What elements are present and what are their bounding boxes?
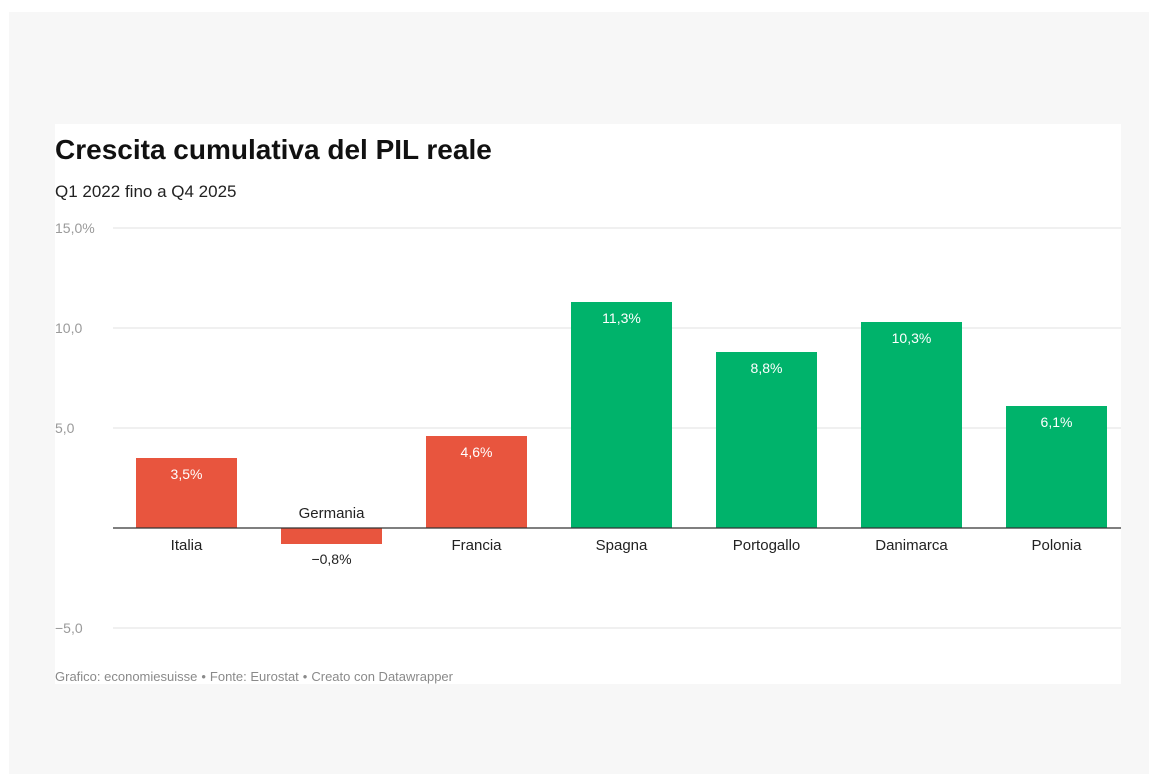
footer-separator: • — [201, 669, 206, 684]
y-tick-label: −5,0 — [55, 620, 83, 636]
bar-spagna — [571, 302, 672, 528]
chart-card: Crescita cumulativa del PIL reale Q1 202… — [55, 124, 1121, 684]
chart-subtitle: Q1 2022 fino a Q4 2025 — [55, 182, 237, 201]
category-label: Danimarca — [875, 537, 948, 554]
footer-tool: Creato con Datawrapper — [311, 669, 453, 684]
footer-credit: Grafico: economiesuisse — [55, 669, 198, 684]
y-tick-label: 15,0% — [55, 220, 95, 236]
y-tick-label: 5,0 — [55, 420, 75, 436]
chart-title: Crescita cumulativa del PIL reale — [55, 134, 492, 165]
value-label: −0,8% — [311, 551, 351, 567]
category-label: Francia — [451, 537, 502, 554]
bar-polonia — [1006, 406, 1107, 528]
category-label: Germania — [299, 505, 366, 522]
bar-danimarca — [861, 322, 962, 528]
value-label: 6,1% — [1041, 414, 1073, 430]
bar-francia — [426, 436, 527, 528]
category-label: Polonia — [1031, 537, 1082, 554]
bar-chart: −5,0 5,0 10,0 15,0% Italia 3,5% Germania −0,8% F… — [55, 220, 1121, 636]
footer-separator: • — [302, 669, 308, 684]
y-tick-label: 10,0 — [55, 320, 82, 336]
bar-italia — [136, 458, 237, 528]
bar-germania — [281, 528, 382, 544]
page-background: Crescita cumulativa del PIL reale Q1 202… — [9, 12, 1149, 774]
value-label: 11,3% — [602, 310, 641, 326]
value-label: 3,5% — [171, 466, 203, 482]
labels: −5,0 5,0 10,0 15,0% Italia 3,5% Germania −0,8% F… — [55, 220, 1082, 636]
bars — [136, 302, 1107, 544]
chart-footer: Grafico: economiesuisse • Fonte: Eurostat •… — [55, 669, 453, 684]
value-label: 4,6% — [461, 444, 493, 460]
value-label: 8,8% — [751, 360, 783, 376]
footer-source: Fonte: Eurostat — [209, 669, 299, 684]
bar-portogallo — [716, 352, 817, 528]
category-label: Italia — [171, 537, 203, 554]
value-label: 10,3% — [892, 330, 932, 346]
category-label: Spagna — [596, 537, 648, 554]
category-label: Portogallo — [733, 537, 801, 554]
